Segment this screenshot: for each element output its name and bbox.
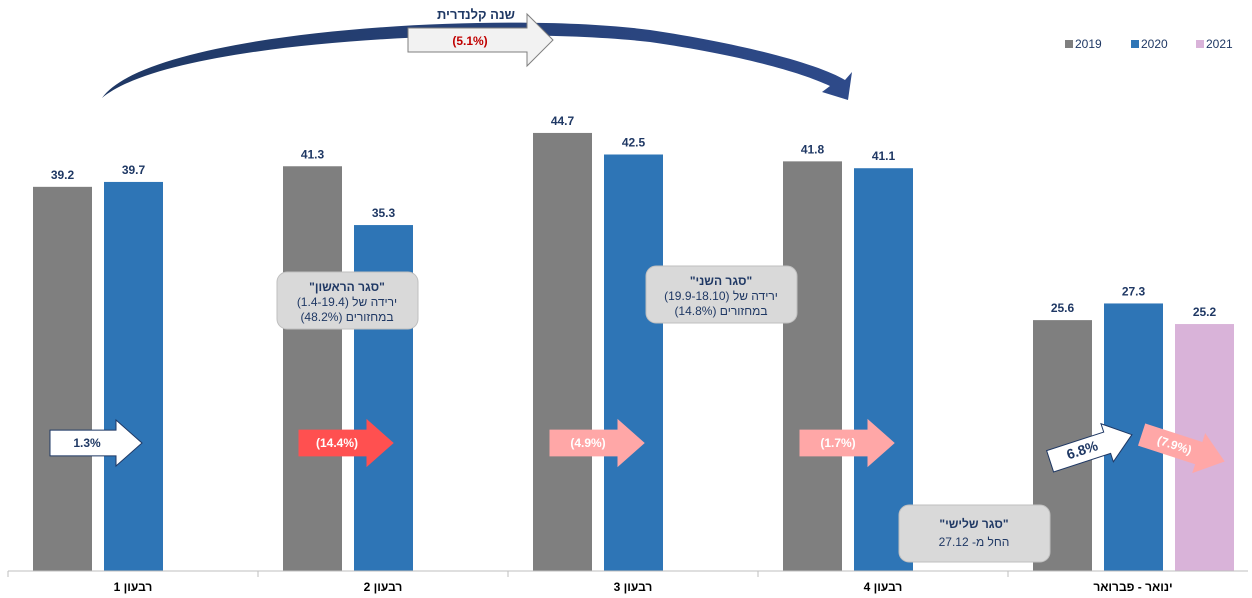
change-arrow-5: (7.9%) — [1138, 423, 1225, 474]
curved-arrow-shape — [102, 22, 852, 100]
value-label: 27.3 — [1122, 284, 1146, 298]
x-axis-labels: רבעון 1 רבעון 2 רבעון 3 רבעון 4 ינואר - פברו… — [114, 580, 1173, 594]
annotation-line1: (19.9-18.10) ירידה של — [664, 289, 778, 303]
bar-2020-0 — [104, 181, 163, 571]
legend-swatch-2020 — [1131, 40, 1139, 48]
bar-2020-3 — [854, 168, 913, 571]
legend-label-2020: 2020 — [1141, 37, 1168, 51]
legend-swatch-2021 — [1196, 40, 1204, 48]
legend-label-2019: 2019 — [1075, 37, 1102, 51]
x-axis-ticks — [7, 571, 1009, 577]
bar-2019-2 — [533, 132, 592, 571]
value-label: 41.8 — [801, 142, 825, 156]
category-label: רבעון 1 — [114, 580, 153, 594]
annotation-line2: (14.8%) במחזורים — [674, 304, 767, 318]
annual-change-arrow: שנה קלנדרית (5.1%) — [102, 7, 852, 100]
change-arrow-shape — [1046, 422, 1133, 473]
annotation-line1: (1.4-19.4) ירידה של — [297, 295, 397, 309]
legend-label-2021: 2021 — [1206, 37, 1233, 51]
annotation-title: "סגר השני" — [690, 274, 752, 288]
change-arrow-shape — [549, 418, 645, 468]
change-arrow-label: (14.4%) — [316, 436, 358, 450]
annual-arrow-title: שנה קלנדרית — [437, 7, 515, 22]
annotation-second-lockdown: "סגר השני" (19.9-18.10) ירידה של (14.8%)… — [645, 265, 798, 324]
value-label: 41.3 — [301, 147, 325, 161]
bars-group — [33, 132, 1234, 572]
category-label: רבעון 2 — [364, 580, 403, 594]
bar-2019-1 — [283, 166, 342, 571]
value-label: 35.3 — [372, 206, 396, 220]
category-label: רבעון 4 — [864, 580, 903, 594]
change-arrow-label: (4.9%) — [570, 436, 605, 450]
annotation-box — [645, 265, 798, 324]
value-label: 25.2 — [1193, 305, 1217, 319]
annotation-box — [898, 504, 1051, 563]
change-arrow-1: (14.4%) — [298, 418, 394, 468]
value-label: 42.5 — [622, 136, 646, 150]
change-arrow-shape — [49, 418, 143, 468]
change-arrow-shape — [298, 418, 394, 468]
legend-swatch-2019 — [1065, 40, 1073, 48]
annotation-box — [276, 271, 419, 330]
value-label: 39.7 — [122, 163, 146, 177]
value-label: 44.7 — [551, 114, 575, 128]
legend: 2019 2020 2021 — [1065, 37, 1233, 51]
annotation-line1: החל מ- 27.12 — [939, 535, 1010, 549]
bar-2019-0 — [33, 186, 92, 571]
change-arrow-0: 1.3% — [49, 418, 143, 468]
annotation-line2: (48.2%) במחזורים — [300, 310, 393, 324]
category-label: רבעון 3 — [614, 580, 653, 594]
category-label: ינואר - פברואר — [1093, 580, 1172, 594]
change-arrow-4: 6.8% — [1046, 422, 1133, 473]
annual-arrow-box — [407, 12, 554, 68]
annotation-first-lockdown: "סגר הראשון" (1.4-19.4) ירידה של (48.2%)… — [276, 271, 419, 330]
change-arrow-2: (4.9%) — [549, 418, 645, 468]
change-arrow-3: (1.7%) — [799, 418, 895, 468]
value-labels-group: 39.2 39.7 41.3 35.3 44.7 42.5 41.8 41.1 25.6 27.3… — [51, 114, 1217, 319]
annotation-title: "סגר שלישי" — [939, 517, 1008, 531]
change-arrow-shape — [1138, 423, 1225, 474]
change-arrow-label: (1.7%) — [820, 436, 855, 450]
annotation-third-lockdown: "סגר שלישי" החל מ- 27.12 — [898, 504, 1051, 563]
value-label: 41.1 — [872, 149, 896, 163]
bar-2020-2 — [604, 154, 663, 571]
annual-arrow-value: (5.1%) — [452, 34, 487, 48]
value-label: 39.2 — [51, 168, 75, 182]
change-arrows-group: 1.3% (14.4%) (4.9%) (1.7%) 6.8% (7.9%) — [49, 418, 1225, 474]
value-label: 25.6 — [1051, 301, 1075, 315]
change-arrow-shape — [799, 418, 895, 468]
bar-2019-3 — [783, 161, 842, 572]
change-arrow-label: 1.3% — [73, 436, 101, 450]
annotation-title: "סגר הראשון" — [309, 280, 385, 294]
